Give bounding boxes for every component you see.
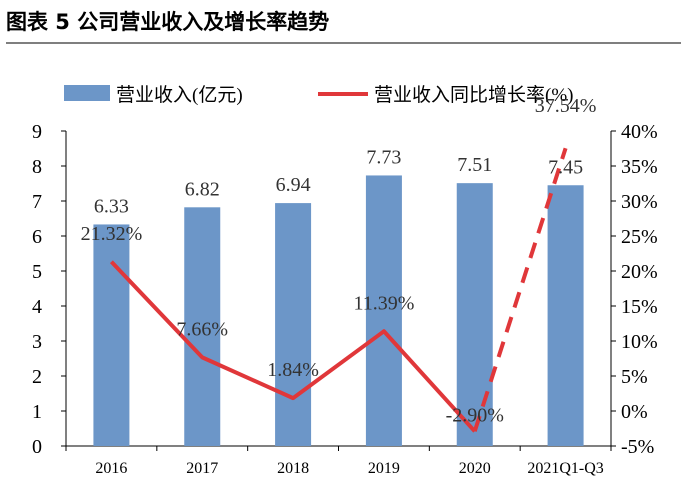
chart-caption: 图表 5 公司营业收入及增长率趋势 — [6, 10, 330, 34]
bar-value-label: 7.51 — [457, 154, 492, 176]
y-right-tick-label: -5% — [621, 436, 654, 458]
data-labels: 6.33 6.82 6.94 7.73 7.51 7.45 21.32% 7.66% 1.84%… — [81, 95, 597, 426]
bar-value-label: 6.94 — [276, 174, 311, 196]
x-tick-label: 2019 — [368, 460, 400, 477]
y-right-tick-label: 20% — [621, 261, 658, 283]
growth-value-label: 1.84% — [267, 359, 319, 381]
y-right-tick-label: 15% — [621, 296, 658, 318]
bar-value-label: 7.45 — [548, 156, 583, 178]
growth-value-label: 21.32% — [81, 223, 143, 245]
y-left-tick-label: 4 — [32, 296, 42, 318]
y-left-tick-label: 2 — [32, 366, 42, 388]
y-left-tick-label: 8 — [32, 156, 42, 178]
bar — [547, 185, 584, 446]
axes: 0 1 2 3 4 5 6 7 8 9 -5% 0% 5% 10% 15% 20% 25% 30% 35% 40% 20… — [32, 121, 658, 477]
y-left-tick-label: 5 — [32, 261, 42, 283]
bar — [184, 207, 221, 446]
line-series — [109, 147, 568, 433]
bar — [93, 224, 130, 446]
growth-line-dashed — [472, 147, 568, 432]
y-left-tick-label: 1 — [32, 401, 42, 423]
growth-value-label: 11.39% — [353, 292, 414, 314]
bar-value-label: 7.73 — [366, 146, 401, 168]
x-tick-label: 2016 — [95, 460, 127, 477]
bar-series — [93, 175, 584, 446]
x-tick-label: 2018 — [277, 460, 309, 477]
growth-value-label: 37.54% — [535, 95, 597, 117]
growth-value-label: 7.66% — [176, 318, 228, 340]
y-left-tick-label: 3 — [32, 331, 42, 353]
bar — [456, 183, 493, 446]
growth-line-solid — [109, 260, 477, 433]
y-right-tick-label: 0% — [621, 401, 648, 423]
y-right-tick-label: 5% — [621, 366, 648, 388]
x-tick-label: 2017 — [186, 460, 218, 477]
bar — [365, 175, 402, 446]
y-right-tick-label: 25% — [621, 226, 658, 248]
legend: 营业收入(亿元) 营业收入同比增长率(%) — [64, 84, 573, 106]
y-right-tick-label: 10% — [621, 331, 658, 353]
bar-value-label: 6.82 — [185, 178, 220, 200]
bar — [275, 203, 312, 446]
y-left-tick-label: 6 — [32, 226, 42, 248]
growth-value-label: -2.90% — [446, 404, 504, 426]
legend-label-growth: 营业收入同比增长率(%) — [374, 84, 573, 106]
y-left-tick-label: 9 — [32, 121, 42, 143]
legend-swatch-revenue — [64, 85, 110, 101]
legend-label-revenue: 营业收入(亿元) — [116, 84, 243, 106]
y-right-tick-label: 35% — [621, 156, 658, 178]
x-tick-label: 2021Q1-Q3 — [527, 460, 603, 477]
y-left-tick-label: 7 — [32, 191, 42, 213]
y-left-tick-label: 0 — [32, 436, 42, 458]
y-right-tick-label: 30% — [621, 191, 658, 213]
caption-divider — [6, 42, 681, 44]
bar-value-label: 6.33 — [94, 195, 129, 217]
y-right-tick-label: 40% — [621, 121, 658, 143]
x-tick-label: 2020 — [459, 460, 491, 477]
